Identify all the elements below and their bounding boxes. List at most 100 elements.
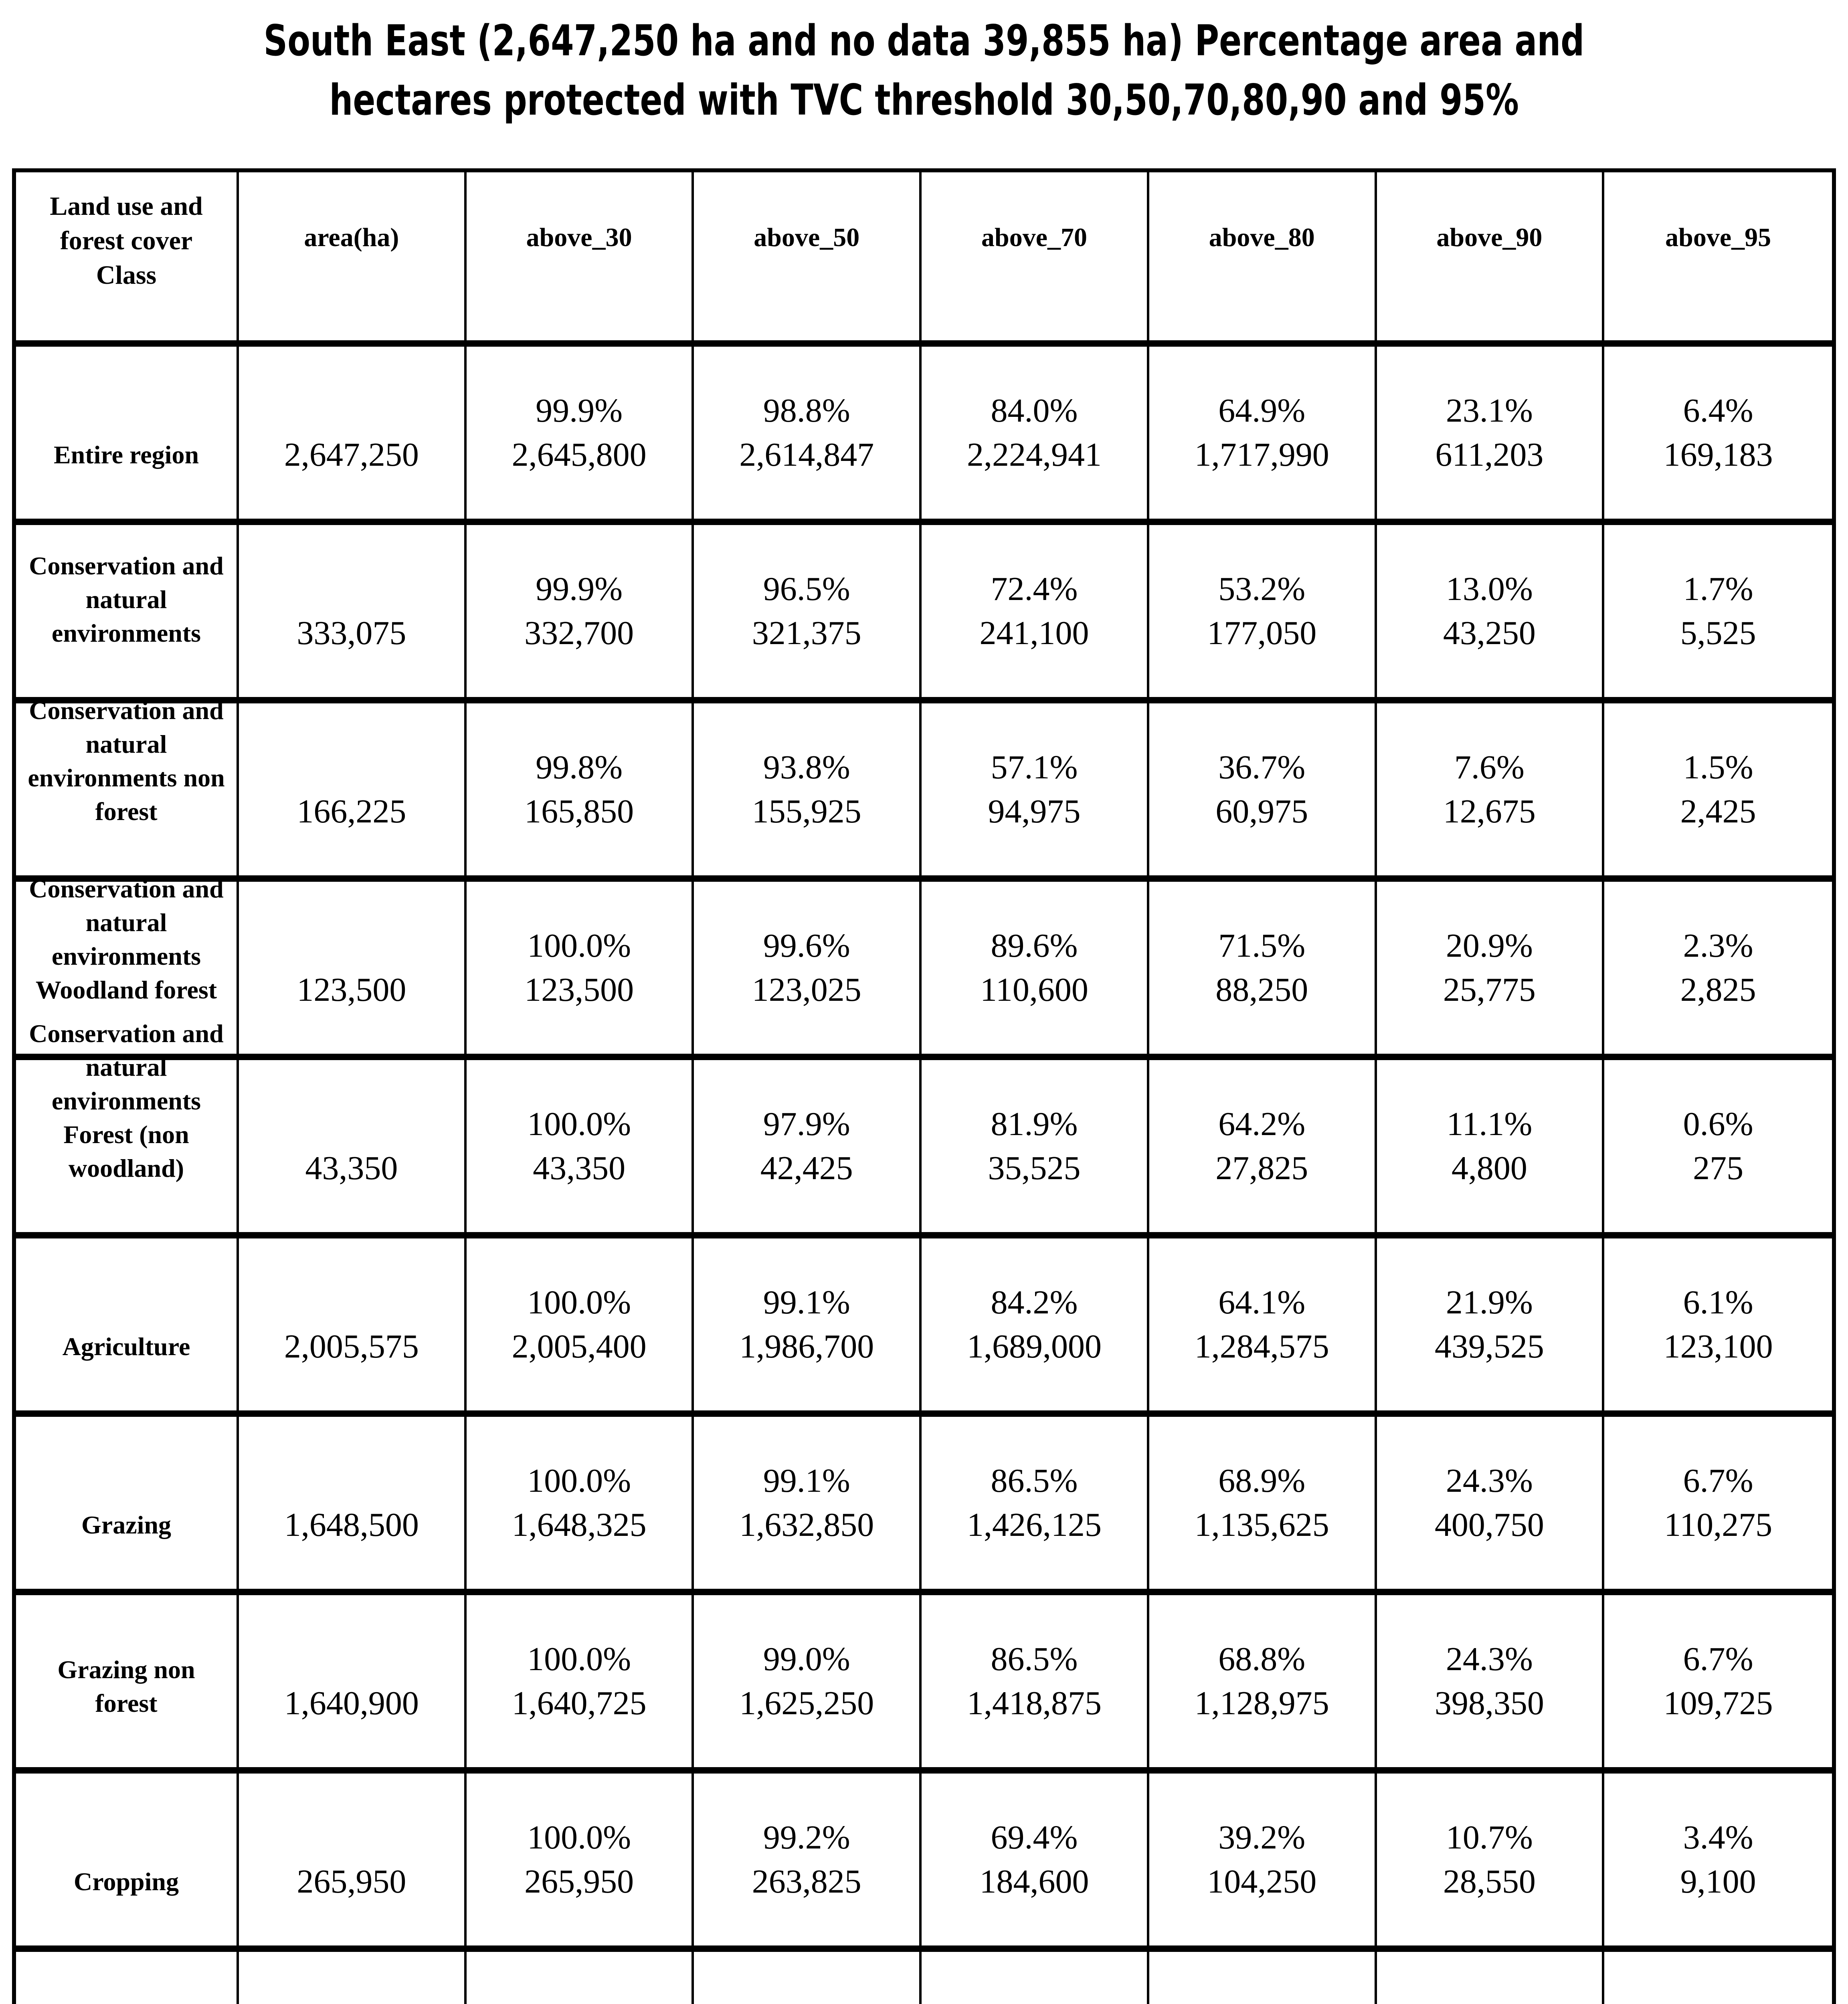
area-cell: 2,005,575	[239, 1238, 467, 1410]
hectares-value: 169,183	[1663, 436, 1773, 473]
threshold-cell: 49.7%44,525	[1149, 1952, 1377, 2004]
area-value: 1,640,900	[284, 1684, 419, 1722]
hectares-value: 611,203	[1435, 436, 1544, 473]
percent-value: 99.2%	[763, 1818, 850, 1856]
hectares-value: 1,632,850	[739, 1506, 874, 1543]
row-label-cell: Entire region	[16, 347, 239, 519]
row-label: Entire region	[53, 440, 199, 469]
percent-value: 99.1%	[763, 1283, 850, 1321]
hectares-value: 2,224,941	[966, 436, 1102, 473]
percent-value: 7.6%	[1454, 748, 1524, 786]
threshold-cell: 100.0% 265,950	[467, 1774, 694, 1945]
percent-value: 68.9%	[1218, 1462, 1306, 1499]
threshold-cell: 99.0% 1,625,250	[694, 1595, 922, 1767]
percent-value: 81.9%	[991, 1105, 1078, 1143]
hectares-value: 42,425	[760, 1149, 853, 1187]
threshold-cell: 21.9% 439,525	[1377, 1238, 1605, 1410]
hectares-value: 332,700	[524, 614, 634, 652]
threshold-cell: 99.6% 123,025	[694, 882, 922, 1054]
row-label: Grazing	[81, 1510, 171, 1539]
header-label-threshold: above_50	[754, 222, 860, 252]
header-label-threshold: above_80	[1209, 222, 1315, 252]
header-label-threshold: above_90	[1436, 222, 1543, 252]
area-cell: 1,640,900	[239, 1595, 467, 1767]
page-title: South East (2,647,250 ha and no data 39,…	[0, 11, 1848, 130]
page-title-line2: hectares protected with TVC threshold 30…	[329, 75, 1519, 125]
hectares-value: 60,975	[1215, 792, 1308, 830]
row-label: Agriculture	[62, 1332, 190, 1361]
header-cell-threshold: above_70	[922, 172, 1149, 340]
percent-value: 1.5%	[1683, 748, 1753, 786]
threshold-cell: 53.2% 177,050	[1149, 525, 1377, 697]
hectares-value: 265,950	[524, 1863, 634, 1900]
header-cell-threshold: above_30	[467, 172, 694, 340]
percent-value: 3.4%	[1683, 1818, 1753, 1856]
threshold-cell: 0.6% 275	[1604, 1060, 1832, 1232]
row-label-cell: Cropping	[16, 1774, 239, 1945]
percent-value: 6.1%	[1683, 1283, 1753, 1321]
threshold-cell: 93.8% 155,925	[694, 703, 922, 875]
percent-value: 36.7%	[1218, 748, 1306, 786]
header-label-threshold: above_95	[1665, 222, 1771, 252]
percent-value: 93.8%	[763, 748, 850, 786]
threshold-cell: 97.9% 42,425	[694, 1060, 922, 1232]
threshold-cell: 1.7% 5,525	[1604, 525, 1832, 697]
area-value: 265,950	[297, 1863, 406, 1900]
percent-value: 100.0%	[527, 1105, 631, 1143]
threshold-cell: 100.0% 1,640,725	[467, 1595, 694, 1767]
threshold-cell: 100.0%89,575	[467, 1952, 694, 2004]
area-value: 333,075	[297, 614, 406, 652]
hectares-value: 439,525	[1434, 1327, 1544, 1365]
threshold-cell: 57.1% 94,975	[922, 703, 1149, 875]
header-cell-area: area(ha)	[239, 172, 467, 340]
percent-value: 11.4%	[1446, 1994, 1532, 2004]
hectares-value: 1,284,575	[1194, 1327, 1329, 1365]
percent-value: 98.9%	[763, 1994, 850, 2004]
hectares-value: 109,725	[1663, 1684, 1773, 1722]
header-cell-threshold: above_90	[1377, 172, 1605, 340]
percent-value: 49.7%	[1218, 1994, 1305, 2004]
area-cell: 1,648,500	[239, 1417, 467, 1589]
hectares-value: 12,675	[1443, 792, 1536, 830]
hectares-value: 9,100	[1680, 1863, 1756, 1900]
percent-value: 89.6%	[991, 927, 1078, 964]
percent-value: 6.4%	[1683, 392, 1753, 429]
row-label-cell: Grazing	[16, 1417, 239, 1589]
row-label: Conservation and natural environments no…	[28, 696, 225, 826]
area-cell: 43,350	[239, 1060, 467, 1232]
threshold-cell: 86.5% 1,426,125	[922, 1417, 1149, 1589]
threshold-cell: 99.9% 2,645,800	[467, 347, 694, 519]
percent-value: 100.0%	[527, 1640, 631, 1678]
row-label: Conservation and natural environments	[29, 551, 224, 647]
hectares-value: 123,500	[524, 971, 634, 1008]
threshold-cell: 6.4% 169,183	[1604, 347, 1832, 519]
area-cell: 333,075	[239, 525, 467, 697]
hectares-value: 2,005,400	[512, 1327, 647, 1365]
area-cell: 123,500	[239, 882, 467, 1054]
row-label-cell: Agriculture	[16, 1238, 239, 1410]
threshold-cell: 68.9% 1,135,625	[1149, 1417, 1377, 1589]
percent-value: 68.8%	[1218, 1640, 1306, 1678]
threshold-cell: 3.4% 9,100	[1604, 1774, 1832, 1945]
area-value: 43,350	[305, 1149, 398, 1187]
threshold-cell: 89.6% 110,600	[922, 882, 1149, 1054]
threshold-cell: 69.4% 184,600	[922, 1774, 1149, 1945]
table-row: Conservation and natural environments 333…	[16, 525, 1832, 703]
hectares-value: 1,717,990	[1194, 436, 1329, 473]
hectares-value: 43,350	[533, 1149, 626, 1187]
percent-value: 2.3%	[1683, 927, 1753, 964]
percent-value: 100.0%	[527, 927, 631, 964]
hectares-value: 1,648,325	[512, 1506, 647, 1543]
percent-value: 99.9%	[536, 570, 623, 608]
row-label-cell: Conservation and natural environments	[16, 525, 239, 697]
threshold-cell: 100.0% 1,648,325	[467, 1417, 694, 1589]
hectares-value: 398,350	[1434, 1684, 1544, 1722]
percent-value: 6.7%	[1683, 1462, 1753, 1499]
hectares-value: 1,689,000	[966, 1327, 1102, 1365]
data-table: Land use and forest cover Class area(ha)…	[12, 168, 1836, 2004]
threshold-cell: 99.2% 263,825	[694, 1774, 922, 1945]
threshold-cell: 99.1% 1,632,850	[694, 1417, 922, 1589]
percent-value: 1.7%	[1683, 570, 1753, 608]
threshold-cell: 10.7% 28,550	[1377, 1774, 1605, 1945]
hectares-value: 400,750	[1434, 1506, 1544, 1543]
